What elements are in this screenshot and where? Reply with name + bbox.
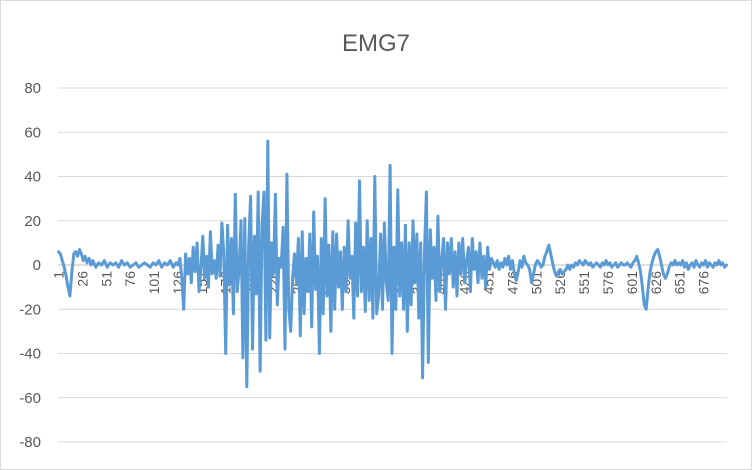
emg-series-line — [57, 139, 728, 389]
y-tick-label: 60 — [24, 124, 41, 141]
x-tick-label: 576 — [600, 271, 616, 295]
y-tick-label: -40 — [19, 346, 41, 363]
x-tick-label: 626 — [648, 271, 664, 295]
chart-title: EMG7 — [342, 30, 410, 57]
y-tick-label: 80 — [24, 80, 41, 97]
y-tick-label: -20 — [19, 301, 41, 318]
x-tick-label: 101 — [146, 271, 162, 295]
x-tick-label: 1 — [50, 271, 66, 279]
x-tick-label: 26 — [74, 271, 90, 287]
y-tick-label: -60 — [19, 390, 41, 407]
x-tick-label: 76 — [122, 271, 138, 287]
y-tick-label: 20 — [24, 213, 41, 230]
x-tick-label: 51 — [98, 271, 114, 287]
x-tick-label: 676 — [696, 271, 712, 295]
x-tick-label: 651 — [672, 271, 688, 295]
x-tick-label: 601 — [624, 271, 640, 295]
y-tick-label: 0 — [33, 257, 41, 274]
series-group — [57, 139, 728, 389]
x-tick-label: 551 — [576, 271, 592, 295]
y-tick-label: 40 — [24, 169, 41, 186]
y-tick-label: -80 — [19, 434, 41, 451]
y-axis-tick-labels: 80 60 40 20 0 -20 -40 -60 -80 — [19, 80, 41, 451]
